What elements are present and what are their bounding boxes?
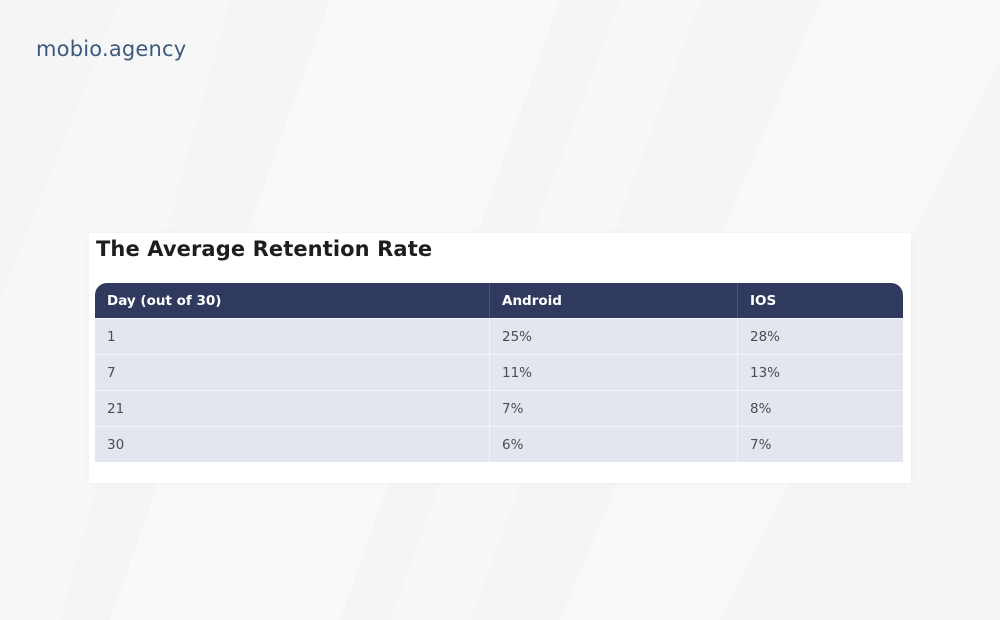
cell-day: 7 — [95, 354, 490, 390]
cell-ios: 8% — [738, 390, 903, 426]
cell-day: 21 — [95, 390, 490, 426]
cell-ios: 28% — [738, 318, 903, 354]
cell-android: 6% — [490, 426, 738, 462]
cell-android: 7% — [490, 390, 738, 426]
brand-watermark: mobio.agency — [36, 37, 187, 61]
table-row: 30 6% 7% — [95, 426, 903, 462]
header-day: Day (out of 30) — [95, 283, 490, 318]
retention-table: Day (out of 30) Android IOS 1 25% 28% 7 … — [95, 283, 903, 462]
table-header-row: Day (out of 30) Android IOS — [95, 283, 903, 318]
table-row: 1 25% 28% — [95, 318, 903, 354]
retention-card: The Average Retention Rate Day (out of 3… — [89, 233, 911, 483]
cell-ios: 7% — [738, 426, 903, 462]
cell-android: 11% — [490, 354, 738, 390]
cell-day: 1 — [95, 318, 490, 354]
table-row: 7 11% 13% — [95, 354, 903, 390]
card-title: The Average Retention Rate — [96, 237, 433, 261]
header-android: Android — [490, 283, 738, 318]
table-row: 21 7% 8% — [95, 390, 903, 426]
cell-android: 25% — [490, 318, 738, 354]
cell-day: 30 — [95, 426, 490, 462]
cell-ios: 13% — [738, 354, 903, 390]
header-ios: IOS — [738, 283, 903, 318]
